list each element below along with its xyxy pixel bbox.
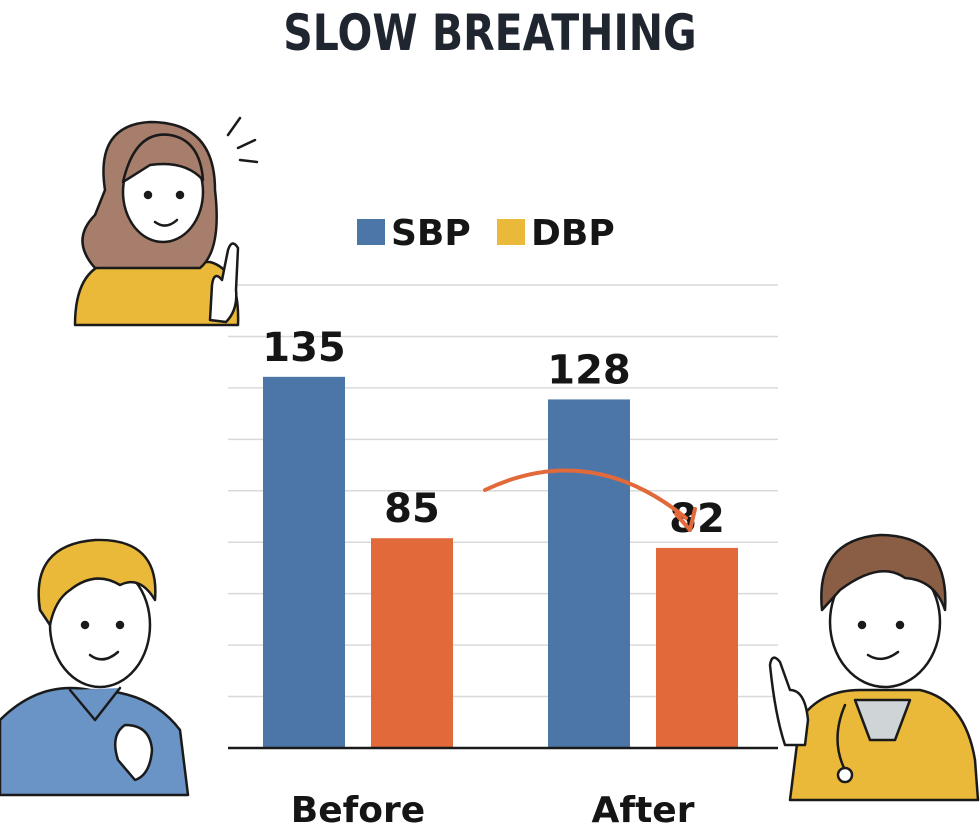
data-label: 82 [669, 496, 725, 542]
bar-dbp-after [656, 547, 738, 748]
trend-arrow [483, 468, 697, 532]
x-tick-label: After [592, 790, 695, 831]
doctor-pointing-icon [768, 533, 980, 802]
bar-sbp-before [263, 376, 345, 748]
man-smiling-icon [0, 538, 190, 797]
legend-label-dbp: DBP [531, 213, 615, 254]
legend-swatch-dbp [497, 219, 525, 245]
bar-dbp-before [371, 538, 453, 748]
legend: SBP DBP [357, 213, 615, 254]
data-label: 85 [384, 486, 440, 532]
legend-label-sbp: SBP [391, 213, 471, 254]
chart-title: SLOW BREATHING [283, 4, 697, 62]
legend-swatch-sbp [357, 219, 385, 245]
x-tick-label: Before [291, 790, 425, 831]
bar-group [263, 376, 738, 748]
woman-pointing-icon [73, 116, 259, 327]
data-label: 135 [262, 325, 346, 371]
value-labels: 135 85 128 82 [262, 325, 725, 542]
data-label: 128 [547, 347, 631, 393]
bar-sbp-after [548, 399, 630, 748]
x-tick-labels: Before After [291, 790, 695, 831]
